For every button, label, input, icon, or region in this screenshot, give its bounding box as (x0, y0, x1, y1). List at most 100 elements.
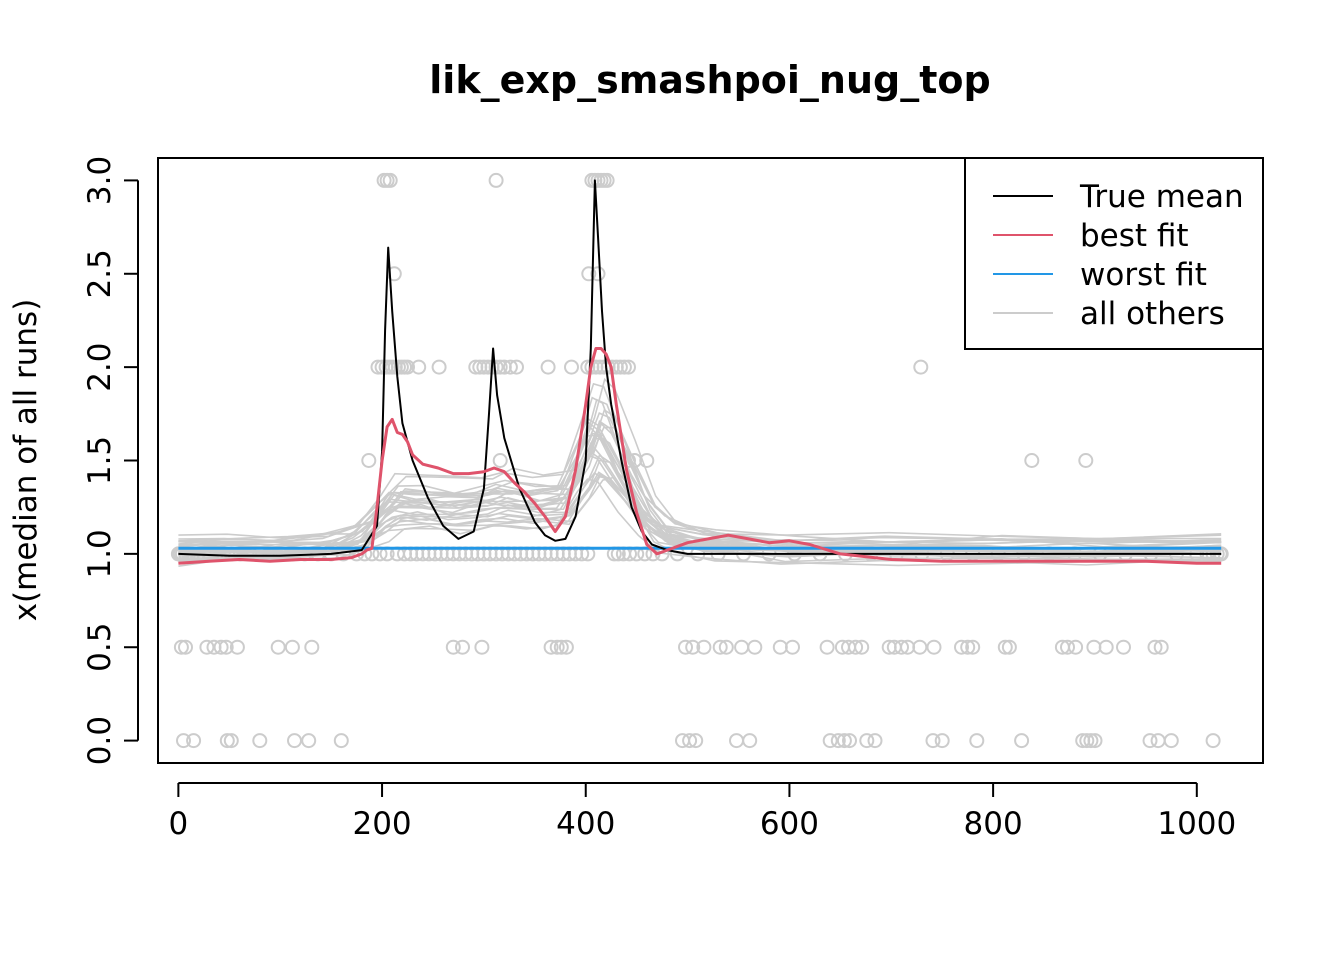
data-point (540, 359, 556, 375)
data-point (382, 172, 398, 188)
data-point (859, 733, 875, 749)
data-point (1116, 639, 1131, 655)
plot-frame (157, 157, 1264, 764)
y-tick-label: 3.0 (82, 156, 118, 205)
data-point (848, 639, 864, 655)
data-point (333, 733, 349, 749)
data-point (1087, 733, 1103, 749)
legend-label: True mean (1079, 179, 1244, 215)
data-point (965, 639, 981, 655)
y-tick-label: 1.0 (82, 529, 118, 578)
data-point (1205, 733, 1221, 749)
data-point (1083, 733, 1099, 749)
data-point (284, 639, 300, 655)
data-point (747, 639, 763, 655)
x-tick-label: 0 (169, 806, 189, 842)
data-point (199, 639, 215, 655)
true-mean-line (178, 179, 1222, 557)
data-point (581, 266, 597, 282)
data-point (1142, 733, 1158, 749)
data-point (361, 453, 377, 468)
data-point (411, 359, 427, 375)
data-point (553, 639, 569, 655)
main-series-layer (178, 179, 1222, 565)
data-point (819, 639, 835, 655)
data-point (176, 733, 191, 749)
data-point (564, 359, 579, 375)
data-point (1098, 639, 1114, 655)
y-tick-label: 0.0 (82, 716, 118, 765)
x-tick-label: 600 (760, 806, 819, 842)
data-point (742, 733, 758, 749)
x-tick-label: 200 (352, 806, 411, 842)
data-point (599, 172, 615, 188)
y-axis-label: x(median of all runs) (8, 299, 44, 622)
other-fit-line (178, 408, 1222, 548)
best-fit-line (178, 347, 1222, 565)
data-point (301, 733, 317, 749)
data-point (867, 733, 883, 749)
x-tick-label: 400 (556, 806, 615, 842)
data-point (445, 639, 461, 655)
x-tick-label: 1000 (1157, 806, 1236, 842)
data-point (913, 359, 929, 375)
y-axis: 0.0 0.5 1.0 1.5 2.0 2.5 3.0 (82, 156, 139, 765)
data-point (785, 639, 800, 655)
data-point (1078, 453, 1094, 468)
data-point (1001, 639, 1017, 655)
data-point (934, 733, 950, 749)
data-point (682, 733, 698, 749)
data-point (509, 359, 524, 375)
data-point (252, 733, 268, 749)
y-tick-label: 1.5 (82, 436, 118, 485)
data-point (590, 266, 606, 282)
data-point (1163, 733, 1179, 749)
data-point (696, 639, 712, 655)
data-point (1060, 639, 1075, 655)
data-point (178, 639, 193, 655)
y-tick-label: 2.0 (82, 342, 118, 391)
y-tick-label: 0.5 (82, 623, 118, 672)
data-point (219, 733, 235, 749)
data-point (639, 453, 655, 468)
data-point (431, 359, 447, 375)
data-point (186, 733, 202, 749)
data-point (455, 639, 470, 655)
data-point (400, 359, 415, 375)
x-axis: 0 200 400 600 800 1000 (169, 782, 1236, 842)
data-point (926, 639, 942, 655)
data-point (287, 733, 302, 749)
legend-label: worst fit (1080, 257, 1207, 293)
data-point (678, 639, 693, 655)
data-point (912, 639, 928, 655)
other-fit-line (178, 454, 1222, 554)
data-point (1153, 639, 1169, 655)
legend-box (964, 157, 1264, 350)
data-point (960, 639, 976, 655)
data-point (213, 639, 229, 655)
data-point (488, 172, 504, 188)
x-tick-label: 800 (964, 806, 1023, 842)
data-point (492, 453, 508, 468)
data-point (1014, 733, 1030, 749)
data-point (969, 733, 985, 749)
data-point (685, 639, 701, 655)
data-point (621, 359, 636, 375)
data-point (1024, 453, 1040, 468)
data-point (1079, 733, 1095, 749)
data-point (612, 359, 628, 375)
data-point (842, 733, 857, 749)
data-point (954, 639, 969, 655)
chart-title: lik_exp_smashpoi_nug_top (429, 58, 990, 102)
data-point (1068, 639, 1084, 655)
data-point (558, 639, 574, 655)
other-fit-line (178, 396, 1222, 563)
data-point (229, 639, 245, 655)
data-point (854, 639, 870, 655)
data-point (836, 733, 852, 749)
data-point (616, 359, 632, 375)
legend-label: all others (1080, 296, 1225, 332)
